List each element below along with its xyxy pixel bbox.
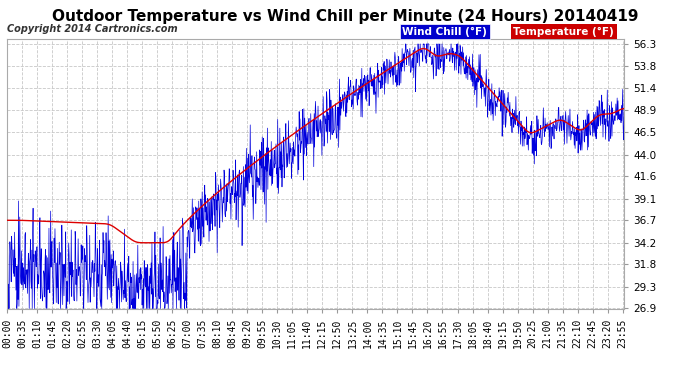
Text: Wind Chill (°F): Wind Chill (°F) bbox=[402, 27, 487, 37]
Text: Copyright 2014 Cartronics.com: Copyright 2014 Cartronics.com bbox=[7, 24, 177, 34]
Text: Temperature (°F): Temperature (°F) bbox=[513, 27, 614, 37]
Text: Outdoor Temperature vs Wind Chill per Minute (24 Hours) 20140419: Outdoor Temperature vs Wind Chill per Mi… bbox=[52, 9, 638, 24]
